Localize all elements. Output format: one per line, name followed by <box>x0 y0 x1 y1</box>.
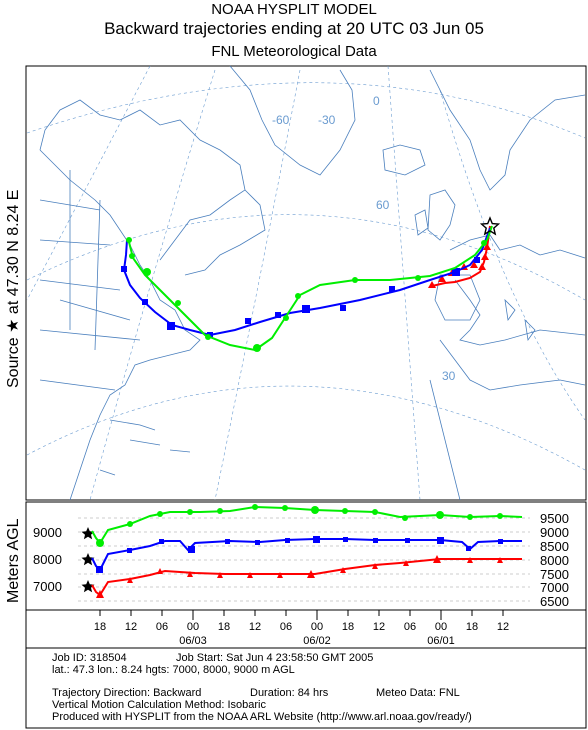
right-tick-label: 8500 <box>540 539 569 554</box>
time-tick-label: 18 <box>94 621 106 633</box>
caribbean-islands <box>99 419 191 476</box>
map-frame <box>25 65 587 501</box>
right-tick-label: 8000 <box>540 553 569 568</box>
star-icon <box>81 553 95 566</box>
time-tick-label: 12 <box>125 621 137 633</box>
meteo-data: Meteo Data: FNL <box>376 687 460 699</box>
iceland-outline <box>382 144 426 176</box>
canada-boundary-lines <box>39 99 246 261</box>
produced-by: Produced with HYSPLIT from the NOAA ARL … <box>52 711 472 723</box>
right-tick-label: 6500 <box>540 594 569 609</box>
graticule <box>26 65 586 501</box>
time-tick-label: 00 <box>435 621 447 633</box>
left-tick-label: 8000 <box>33 552 62 567</box>
right-tick-label: 9500 <box>540 511 569 526</box>
right-tick-label: 9000 <box>540 525 569 540</box>
height-series-blue <box>91 536 522 573</box>
grid-label: -30 <box>318 113 336 127</box>
right-tick-label: 7500 <box>540 567 569 582</box>
north-america-outline <box>39 149 201 501</box>
height-panel-frame <box>25 501 587 611</box>
trajectory-green <box>126 225 493 352</box>
mediterranean-islands <box>504 298 536 342</box>
time-tick-label: 06 <box>280 621 292 633</box>
date-label: 06/02 <box>303 635 331 647</box>
trajectory-title: Backward trajectories ending at 20 UTC 0… <box>104 19 484 38</box>
left-tick-label: 9000 <box>33 525 62 540</box>
africa-coast <box>429 339 586 501</box>
info-box <box>25 647 587 729</box>
time-tick-label: 00 <box>187 621 199 633</box>
height-series-red <box>91 555 522 598</box>
labrador-coast <box>184 189 266 276</box>
job-start: Job Start: Sat Jun 4 23:58:50 GMT 2005 <box>176 652 374 664</box>
grid-label: -60 <box>272 113 290 127</box>
star-icon <box>81 527 95 540</box>
grid-label: 0 <box>373 94 380 108</box>
job-id: Job ID: 318504 <box>52 652 127 664</box>
time-tick-label: 12 <box>497 621 509 633</box>
model-title: NOAA HYSPLIT MODEL <box>211 1 377 18</box>
star-icon <box>479 216 501 236</box>
greenland-outline <box>229 65 356 176</box>
duration: Duration: 84 hrs <box>250 687 329 699</box>
height-series-green <box>91 504 523 547</box>
time-tick-label: 12 <box>373 621 385 633</box>
time-tick-label: 18 <box>342 621 354 633</box>
star-icon <box>81 580 95 593</box>
us-state-lines <box>39 170 141 391</box>
scandinavia-outline <box>429 69 586 191</box>
meteo-data-title: FNL Meteorological Data <box>211 43 377 60</box>
time-tick-label: 00 <box>311 621 323 633</box>
date-label: 06/01 <box>427 635 455 647</box>
right-tick-label: 7000 <box>540 580 569 595</box>
trajectory-direction: Trajectory Direction: Backward <box>52 687 202 699</box>
map-panel: 0 -30 -60 60 30 <box>25 65 587 501</box>
vertical-motion-method: Vertical Motion Calculation Method: Isob… <box>52 699 266 711</box>
time-axis: 18 12 06 00 18 12 06 00 18 12 06 00 18 1… <box>25 609 587 649</box>
trajectory-blue <box>121 227 491 338</box>
time-tick-label: 12 <box>249 621 261 633</box>
time-tick-label: 18 <box>466 621 478 633</box>
coastlines <box>39 65 586 501</box>
time-tick-label: 06 <box>156 621 168 633</box>
europe-coast <box>449 234 586 346</box>
source-height-stars <box>81 527 95 593</box>
left-tick-label: 7000 <box>33 579 62 594</box>
british-isles-outline <box>414 189 456 241</box>
location-heights: lat.: 47.3 lon.: 8.24 hgts: 7000, 8000, … <box>52 664 295 676</box>
time-tick-label: 06 <box>404 621 416 633</box>
height-panel: 9000 8000 7000 9500 9000 8500 8000 7500 … <box>25 501 587 611</box>
date-label: 06/03 <box>179 635 207 647</box>
time-tick-label: 18 <box>218 621 230 633</box>
grid-label: 30 <box>442 369 456 383</box>
grid-label: 60 <box>376 198 390 212</box>
iberia-outline <box>434 274 481 321</box>
